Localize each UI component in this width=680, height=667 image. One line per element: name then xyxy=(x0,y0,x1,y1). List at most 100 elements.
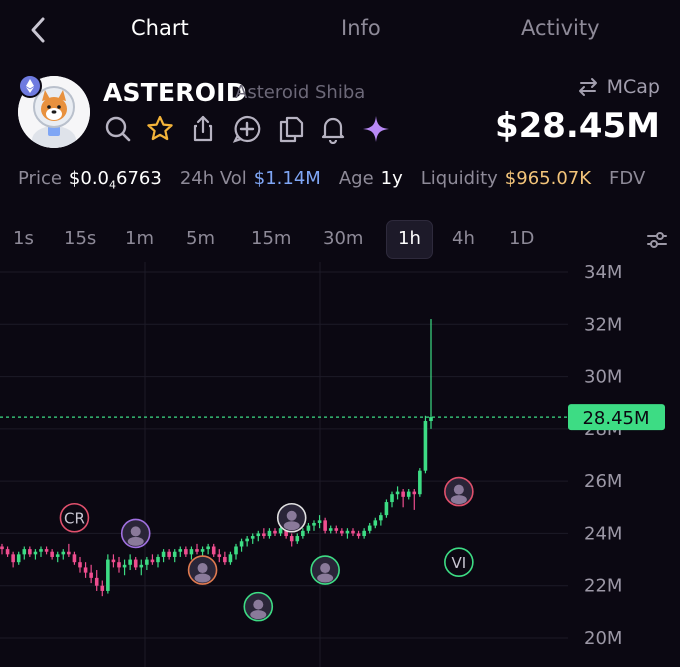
interval-30m[interactable]: 30m xyxy=(323,228,364,249)
token-symbol: ASTEROID xyxy=(103,78,247,107)
trader-avatar-body xyxy=(317,573,334,583)
candle-body xyxy=(133,559,138,568)
trader-avatar-head xyxy=(253,599,264,610)
y-tick-label: 32M xyxy=(584,314,622,335)
interval-1h[interactable]: 1h xyxy=(398,228,421,249)
candle-body xyxy=(189,549,194,555)
trader-marker xyxy=(59,502,90,533)
candle-body xyxy=(278,528,283,534)
trader-avatar-body xyxy=(283,521,300,531)
candle-body xyxy=(78,562,82,568)
market-cap-value: $28.45M xyxy=(494,106,660,146)
candle-body xyxy=(50,551,54,557)
candle-body xyxy=(317,520,322,523)
search-icon[interactable] xyxy=(103,114,133,144)
candle-body xyxy=(61,551,66,555)
token-name: Asteroid Shiba xyxy=(235,82,366,103)
candle-body xyxy=(145,559,149,565)
candle-body xyxy=(429,417,433,422)
candle-body xyxy=(273,530,277,534)
interval-4h[interactable]: 4h xyxy=(452,228,475,249)
candle-body xyxy=(211,546,216,555)
star-icon[interactable] xyxy=(145,114,175,144)
trader-avatar-head xyxy=(197,563,208,574)
interval-15s[interactable]: 15s xyxy=(64,228,97,249)
candle-body xyxy=(423,421,428,471)
candle-body xyxy=(83,567,88,573)
candle-body xyxy=(178,549,183,552)
candle-body xyxy=(128,559,132,565)
current-price-label: 28.45M xyxy=(582,408,649,429)
candle-body xyxy=(67,551,71,555)
candle-body xyxy=(334,528,339,531)
current-price-tag xyxy=(568,404,665,431)
candle-body xyxy=(111,559,116,563)
candle-body xyxy=(284,528,288,537)
candle-body xyxy=(356,533,361,537)
bell-icon[interactable] xyxy=(318,114,348,144)
candle-body xyxy=(156,556,160,563)
trader-avatar-body xyxy=(250,610,267,620)
interval-selected-highlight xyxy=(386,220,433,259)
volume-value: $1.14M xyxy=(253,168,321,189)
candle-body xyxy=(228,554,233,563)
liquidity-value: $965.07K xyxy=(504,168,592,189)
candle-body xyxy=(55,554,60,557)
trader-avatar-body xyxy=(450,495,467,505)
price-value: $0.046763 xyxy=(68,168,162,192)
interval-1m[interactable]: 1m xyxy=(125,228,154,249)
tab-chart[interactable]: Chart xyxy=(131,16,189,40)
liquidity-label: Liquidity xyxy=(420,168,498,189)
interval-5m[interactable]: 5m xyxy=(186,228,215,249)
price-label: Price xyxy=(18,168,62,189)
share-icon[interactable] xyxy=(188,114,218,144)
candle-body xyxy=(340,530,344,534)
candle-body xyxy=(28,549,32,555)
candle-body xyxy=(395,491,400,495)
candle-body xyxy=(345,530,350,534)
candle-body xyxy=(0,546,4,550)
trader-marker-label: VI xyxy=(452,554,467,572)
y-tick-label: 34M xyxy=(584,262,622,283)
candle-body xyxy=(267,530,272,537)
interval-1d[interactable]: 1D xyxy=(509,228,535,249)
copy-icon[interactable] xyxy=(276,114,306,144)
tab-info[interactable]: Info xyxy=(341,16,381,40)
candle-body xyxy=(5,549,10,555)
candle-body xyxy=(94,577,99,586)
candle-body xyxy=(295,536,300,542)
chart-settings-icon[interactable] xyxy=(645,228,669,252)
interval-1s[interactable]: 1s xyxy=(13,228,34,249)
candle-body xyxy=(362,530,366,537)
trader-avatar-head xyxy=(453,484,464,495)
back-chevron-icon[interactable] xyxy=(24,14,54,46)
candle-body xyxy=(167,551,171,557)
candle-body xyxy=(33,551,38,555)
candle-body xyxy=(390,494,394,503)
fdv-label[interactable]: FDV xyxy=(609,168,646,189)
candle-body xyxy=(418,470,422,495)
trader-avatar-body xyxy=(127,536,144,546)
tab-activity[interactable]: Activity xyxy=(521,16,600,40)
candle-body xyxy=(351,530,355,534)
mcap-toggle[interactable]: MCap xyxy=(577,76,660,98)
interval-15m[interactable]: 15m xyxy=(251,228,292,249)
sparkle-icon[interactable] xyxy=(361,114,391,144)
candle-body xyxy=(367,525,372,531)
candle-body xyxy=(100,585,105,591)
candle-body xyxy=(22,549,27,555)
candle-body xyxy=(412,491,417,495)
interval-selector: 1s 15s 1m 5m 15m 30m 1h 4h 1D xyxy=(0,220,680,259)
candle-body xyxy=(184,549,188,555)
trader-avatar-head xyxy=(286,510,297,521)
candle-body xyxy=(195,549,199,552)
candle-body xyxy=(250,536,255,539)
candle-body xyxy=(234,546,238,555)
volume-label: 24h Vol xyxy=(179,168,247,189)
candle-body xyxy=(406,491,411,497)
candle-body xyxy=(401,491,405,497)
candle-body xyxy=(223,556,227,563)
trader-avatar-head xyxy=(320,563,331,574)
add-icon[interactable] xyxy=(232,114,262,144)
